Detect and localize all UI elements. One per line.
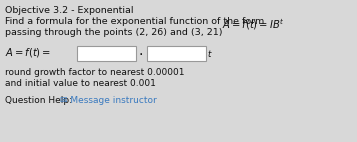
Text: and initial value to nearest 0.001: and initial value to nearest 0.001	[5, 79, 156, 88]
Text: $t$: $t$	[207, 48, 213, 59]
Text: Find a formula for the exponential function of the form: Find a formula for the exponential funct…	[5, 17, 267, 26]
Text: round growth factor to nearest 0.00001: round growth factor to nearest 0.00001	[5, 68, 185, 77]
Text: ✉ Message instructor: ✉ Message instructor	[60, 96, 157, 105]
Text: $A = f(t) = IB^t$: $A = f(t) = IB^t$	[222, 17, 285, 32]
FancyBboxPatch shape	[76, 45, 136, 60]
Text: Question Help:: Question Help:	[5, 96, 72, 105]
Text: $A = f(t) =$: $A = f(t) =$	[5, 46, 51, 59]
Text: Objective 3.2 - Exponential: Objective 3.2 - Exponential	[5, 6, 134, 15]
FancyBboxPatch shape	[146, 45, 206, 60]
Text: $\cdot$: $\cdot$	[138, 46, 143, 60]
Text: passing through the points (2, 26) and (3, 21): passing through the points (2, 26) and (…	[5, 28, 222, 37]
